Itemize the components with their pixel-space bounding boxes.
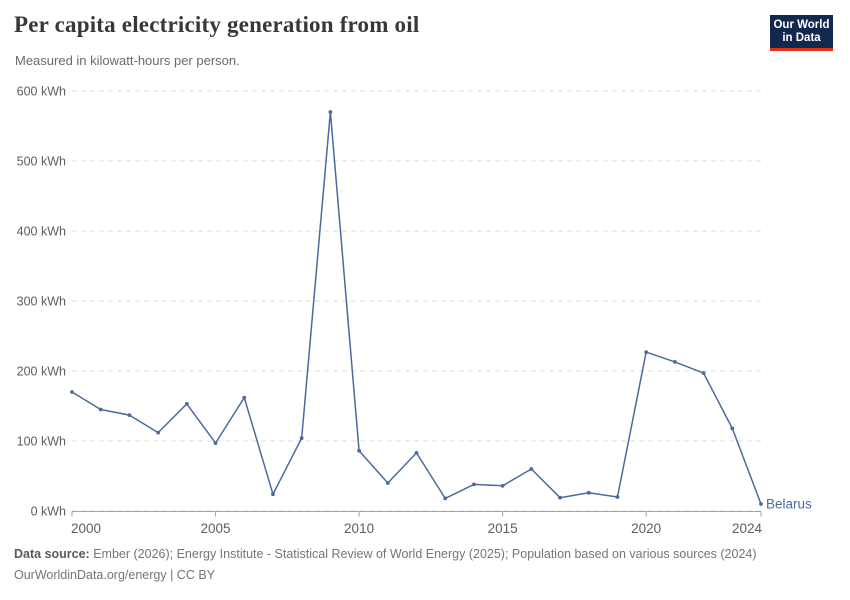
data-point[interactable] bbox=[357, 448, 361, 453]
data-point[interactable] bbox=[672, 360, 677, 364]
data-point[interactable] bbox=[615, 495, 620, 499]
data-point[interactable] bbox=[70, 390, 74, 394]
x-axis-tick-label: 2020 bbox=[631, 521, 661, 536]
x-axis-tick-label: 2000 bbox=[71, 521, 101, 536]
footer-link[interactable]: OurWorldinData.org/energy | CC BY bbox=[14, 568, 216, 582]
x-axis-tick-label: 2010 bbox=[344, 521, 374, 536]
data-point[interactable] bbox=[385, 481, 390, 485]
data-source-line: Data source: Ember (2026); Energy Instit… bbox=[14, 544, 834, 565]
data-point[interactable] bbox=[701, 371, 706, 375]
data-point[interactable] bbox=[184, 402, 189, 406]
logo-line2: in Data bbox=[782, 31, 821, 44]
x-axis-tick-label: 2015 bbox=[488, 521, 518, 536]
x-axis-tick-label: 2024 bbox=[732, 521, 763, 536]
data-source-label: Data source: bbox=[14, 547, 90, 561]
owid-logo[interactable]: Our World in Data bbox=[770, 15, 833, 51]
page-title: Per capita electricity generation from o… bbox=[14, 12, 420, 37]
logo-line1: Our World bbox=[773, 18, 830, 31]
series-line-belarus[interactable] bbox=[71, 111, 762, 505]
data-point[interactable] bbox=[644, 350, 649, 354]
data-point[interactable] bbox=[529, 467, 534, 471]
data-point[interactable] bbox=[414, 451, 419, 455]
data-point[interactable] bbox=[730, 426, 735, 431]
data-point[interactable] bbox=[242, 395, 247, 400]
data-point[interactable] bbox=[586, 490, 591, 495]
data-point[interactable] bbox=[759, 502, 763, 506]
line-chart[interactable]: 0 kWh 100 kWh 200 kWh 300 kWh 400 kWh 500 kWh… bbox=[0, 0, 850, 540]
data-point[interactable] bbox=[500, 483, 505, 488]
chart-subtitle: Measured in kilowatt-hours per person. bbox=[15, 53, 240, 68]
y-axis-tick-label: 200 kWh bbox=[17, 365, 66, 379]
data-point[interactable] bbox=[328, 110, 333, 114]
y-axis-tick-label: 0 kWh bbox=[31, 505, 66, 519]
data-point[interactable] bbox=[156, 430, 161, 435]
y-axis-tick-label: 600 kWh bbox=[17, 85, 66, 99]
y-axis-tick-label: 300 kWh bbox=[17, 295, 66, 309]
data-point[interactable] bbox=[558, 495, 562, 500]
data-point[interactable] bbox=[299, 436, 304, 441]
x-axis-tick-label: 2005 bbox=[201, 521, 231, 536]
chart-footer: Data source: Ember (2026); Energy Instit… bbox=[14, 544, 834, 586]
data-point[interactable] bbox=[213, 441, 218, 445]
data-point[interactable] bbox=[443, 496, 448, 501]
series-label-belarus[interactable]: Belarus bbox=[766, 497, 812, 512]
data-point[interactable] bbox=[271, 492, 275, 497]
data-point[interactable] bbox=[127, 413, 132, 417]
y-axis-tick-label: 100 kWh bbox=[17, 435, 66, 449]
y-axis-tick-label: 500 kWh bbox=[17, 155, 66, 169]
data-point[interactable] bbox=[472, 482, 476, 487]
y-axis-tick-label: 400 kWh bbox=[17, 225, 66, 239]
data-point[interactable] bbox=[98, 407, 103, 412]
data-source-text: Ember (2026); Energy Institute - Statist… bbox=[93, 547, 757, 561]
